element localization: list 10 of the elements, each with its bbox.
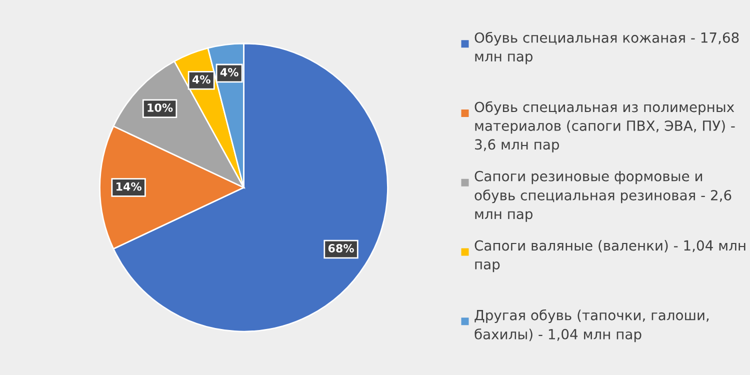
legend-label: Обувь специальная из полимерных материалов (сапоги ПВХ, ЭВА, ПУ) - 3,6 млн пар [474, 101, 735, 152]
data-label: 68% [328, 244, 354, 252]
legend-label: Сапоги резиновые формовые и обувь специальная резиновая - 2,6 млн пар [474, 170, 732, 222]
data-label: 4% [192, 75, 210, 84]
data-label: 4% [220, 68, 238, 76]
legend-label: Сапоги валяные (валенки) - 1,04 млн пар [474, 240, 746, 272]
data-label: 14% [116, 182, 142, 191]
data-label: 10% [148, 103, 173, 112]
legend-label: Другая обувь (тапочки, галоши, бахилы) - 1,04 млн пар [474, 309, 709, 342]
legend-label: Обувь специальная кожаная - 17,68 млн пар [474, 32, 739, 64]
